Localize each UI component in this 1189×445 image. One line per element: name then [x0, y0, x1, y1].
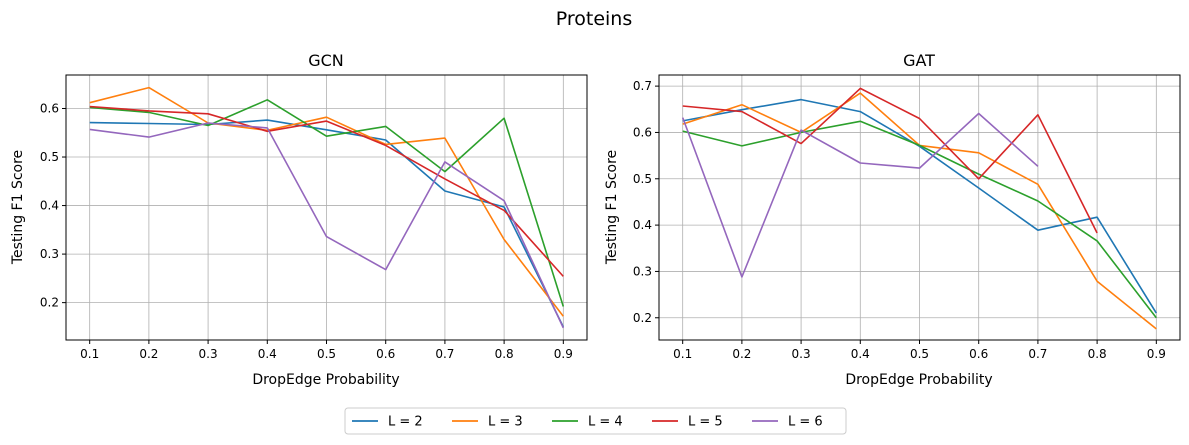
yticks-gcn: 0.2 0.3 0.4 0.5 0.6	[40, 101, 66, 310]
panel-gcn: GCN 0.1 0.2 0.3 0.4 0.5 0.6 0.7 0.8 0.9 0.20.30.…	[10, 51, 588, 388]
x-tick-label: 0.6	[969, 347, 988, 361]
x-tick-label: 0.2	[732, 347, 751, 361]
legend-label-l-2: L = 2	[388, 415, 423, 430]
y-tick-label: 0.6	[633, 125, 652, 139]
y-tick-label: 0.5	[40, 150, 59, 164]
series-line-gat-l-5	[682, 87, 1098, 234]
y-tick-label: 0.2	[40, 296, 59, 310]
x-tick-label: 0.3	[199, 347, 218, 361]
yticks-gat: 0.2 0.3 0.4 0.5 0.6 0.7	[633, 79, 659, 325]
series-line-gat-l-6	[681, 112, 1039, 278]
y-tick-label: 0.3	[633, 264, 652, 278]
series-gat	[681, 87, 1157, 330]
x-tick-label: 0.7	[1028, 347, 1047, 361]
x-tick-label: 0.8	[1088, 347, 1107, 361]
y-tick-label: 0.4	[40, 199, 59, 213]
series-line-gcn-l-5	[89, 105, 564, 277]
x-tick-label: 0.4	[851, 347, 870, 361]
x-tick-label: 0.6	[376, 347, 395, 361]
xticks-gcn: 0.1 0.2 0.3 0.4 0.5 0.6 0.7 0.8 0.9	[80, 340, 573, 361]
x-tick-label: 0.2	[139, 347, 158, 361]
figure-title: Proteins	[556, 8, 633, 30]
legend: L = 2 L = 3 L = 4 L = 5 L = 6	[344, 407, 847, 435]
y-tick-label: 0.7	[633, 79, 652, 93]
legend-label-l-6: L = 6	[788, 415, 823, 430]
x-tick-label: 0.1	[673, 347, 692, 361]
x-tick-label: 0.9	[554, 347, 573, 361]
xticks-gat: 0.1 0.2 0.3 0.4 0.5 0.6 0.7 0.8 0.9	[673, 340, 1166, 361]
x-tick-label: 0.5	[910, 347, 929, 361]
series-line-gcn-l-2	[89, 119, 565, 328]
legend-label-l-3: L = 3	[488, 415, 523, 430]
x-tick-label: 0.3	[792, 347, 811, 361]
panel-gat: GAT 0.1 0.2 0.3 0.4 0.5 0.6 0.7 0.8 0.9 0.20.30.…	[604, 51, 1181, 388]
x-tick-label: 0.1	[80, 347, 99, 361]
x-tick-label: 0.4	[258, 347, 277, 361]
x-axis-label-gcn: DropEdge Probability	[252, 372, 399, 388]
y-tick-label: 0.6	[40, 101, 59, 115]
series-gcn	[89, 86, 565, 329]
legend-label-l-5: L = 5	[688, 415, 723, 430]
x-tick-label: 0.5	[317, 347, 336, 361]
series-line-gat-l-2	[682, 98, 1157, 314]
series-line-gcn-l-6	[89, 122, 565, 329]
y-axis-label-gat: Testing F1 Score	[604, 150, 620, 265]
x-tick-label: 0.9	[1147, 347, 1166, 361]
y-tick-label: 0.5	[633, 172, 652, 186]
legend-frame	[344, 407, 847, 435]
x-tick-label: 0.8	[495, 347, 514, 361]
panel-title-gcn: GCN	[308, 51, 344, 70]
y-axis-label-gcn: Testing F1 Score	[10, 150, 26, 265]
legend-label-l-4: L = 4	[588, 415, 623, 430]
x-axis-label-gat: DropEdge Probability	[845, 372, 992, 388]
series-line-gcn-l-4	[89, 99, 565, 307]
x-tick-label: 0.7	[435, 347, 454, 361]
y-tick-label: 0.3	[40, 247, 59, 261]
y-tick-label: 0.2	[633, 311, 652, 325]
grid-gcn	[66, 75, 587, 340]
series-line-gcn-l-3	[89, 86, 564, 317]
series-line-gat-l-4	[682, 120, 1157, 319]
panel-title-gat: GAT	[903, 51, 935, 70]
y-tick-label: 0.4	[633, 218, 652, 232]
grid-gat	[659, 75, 1180, 340]
